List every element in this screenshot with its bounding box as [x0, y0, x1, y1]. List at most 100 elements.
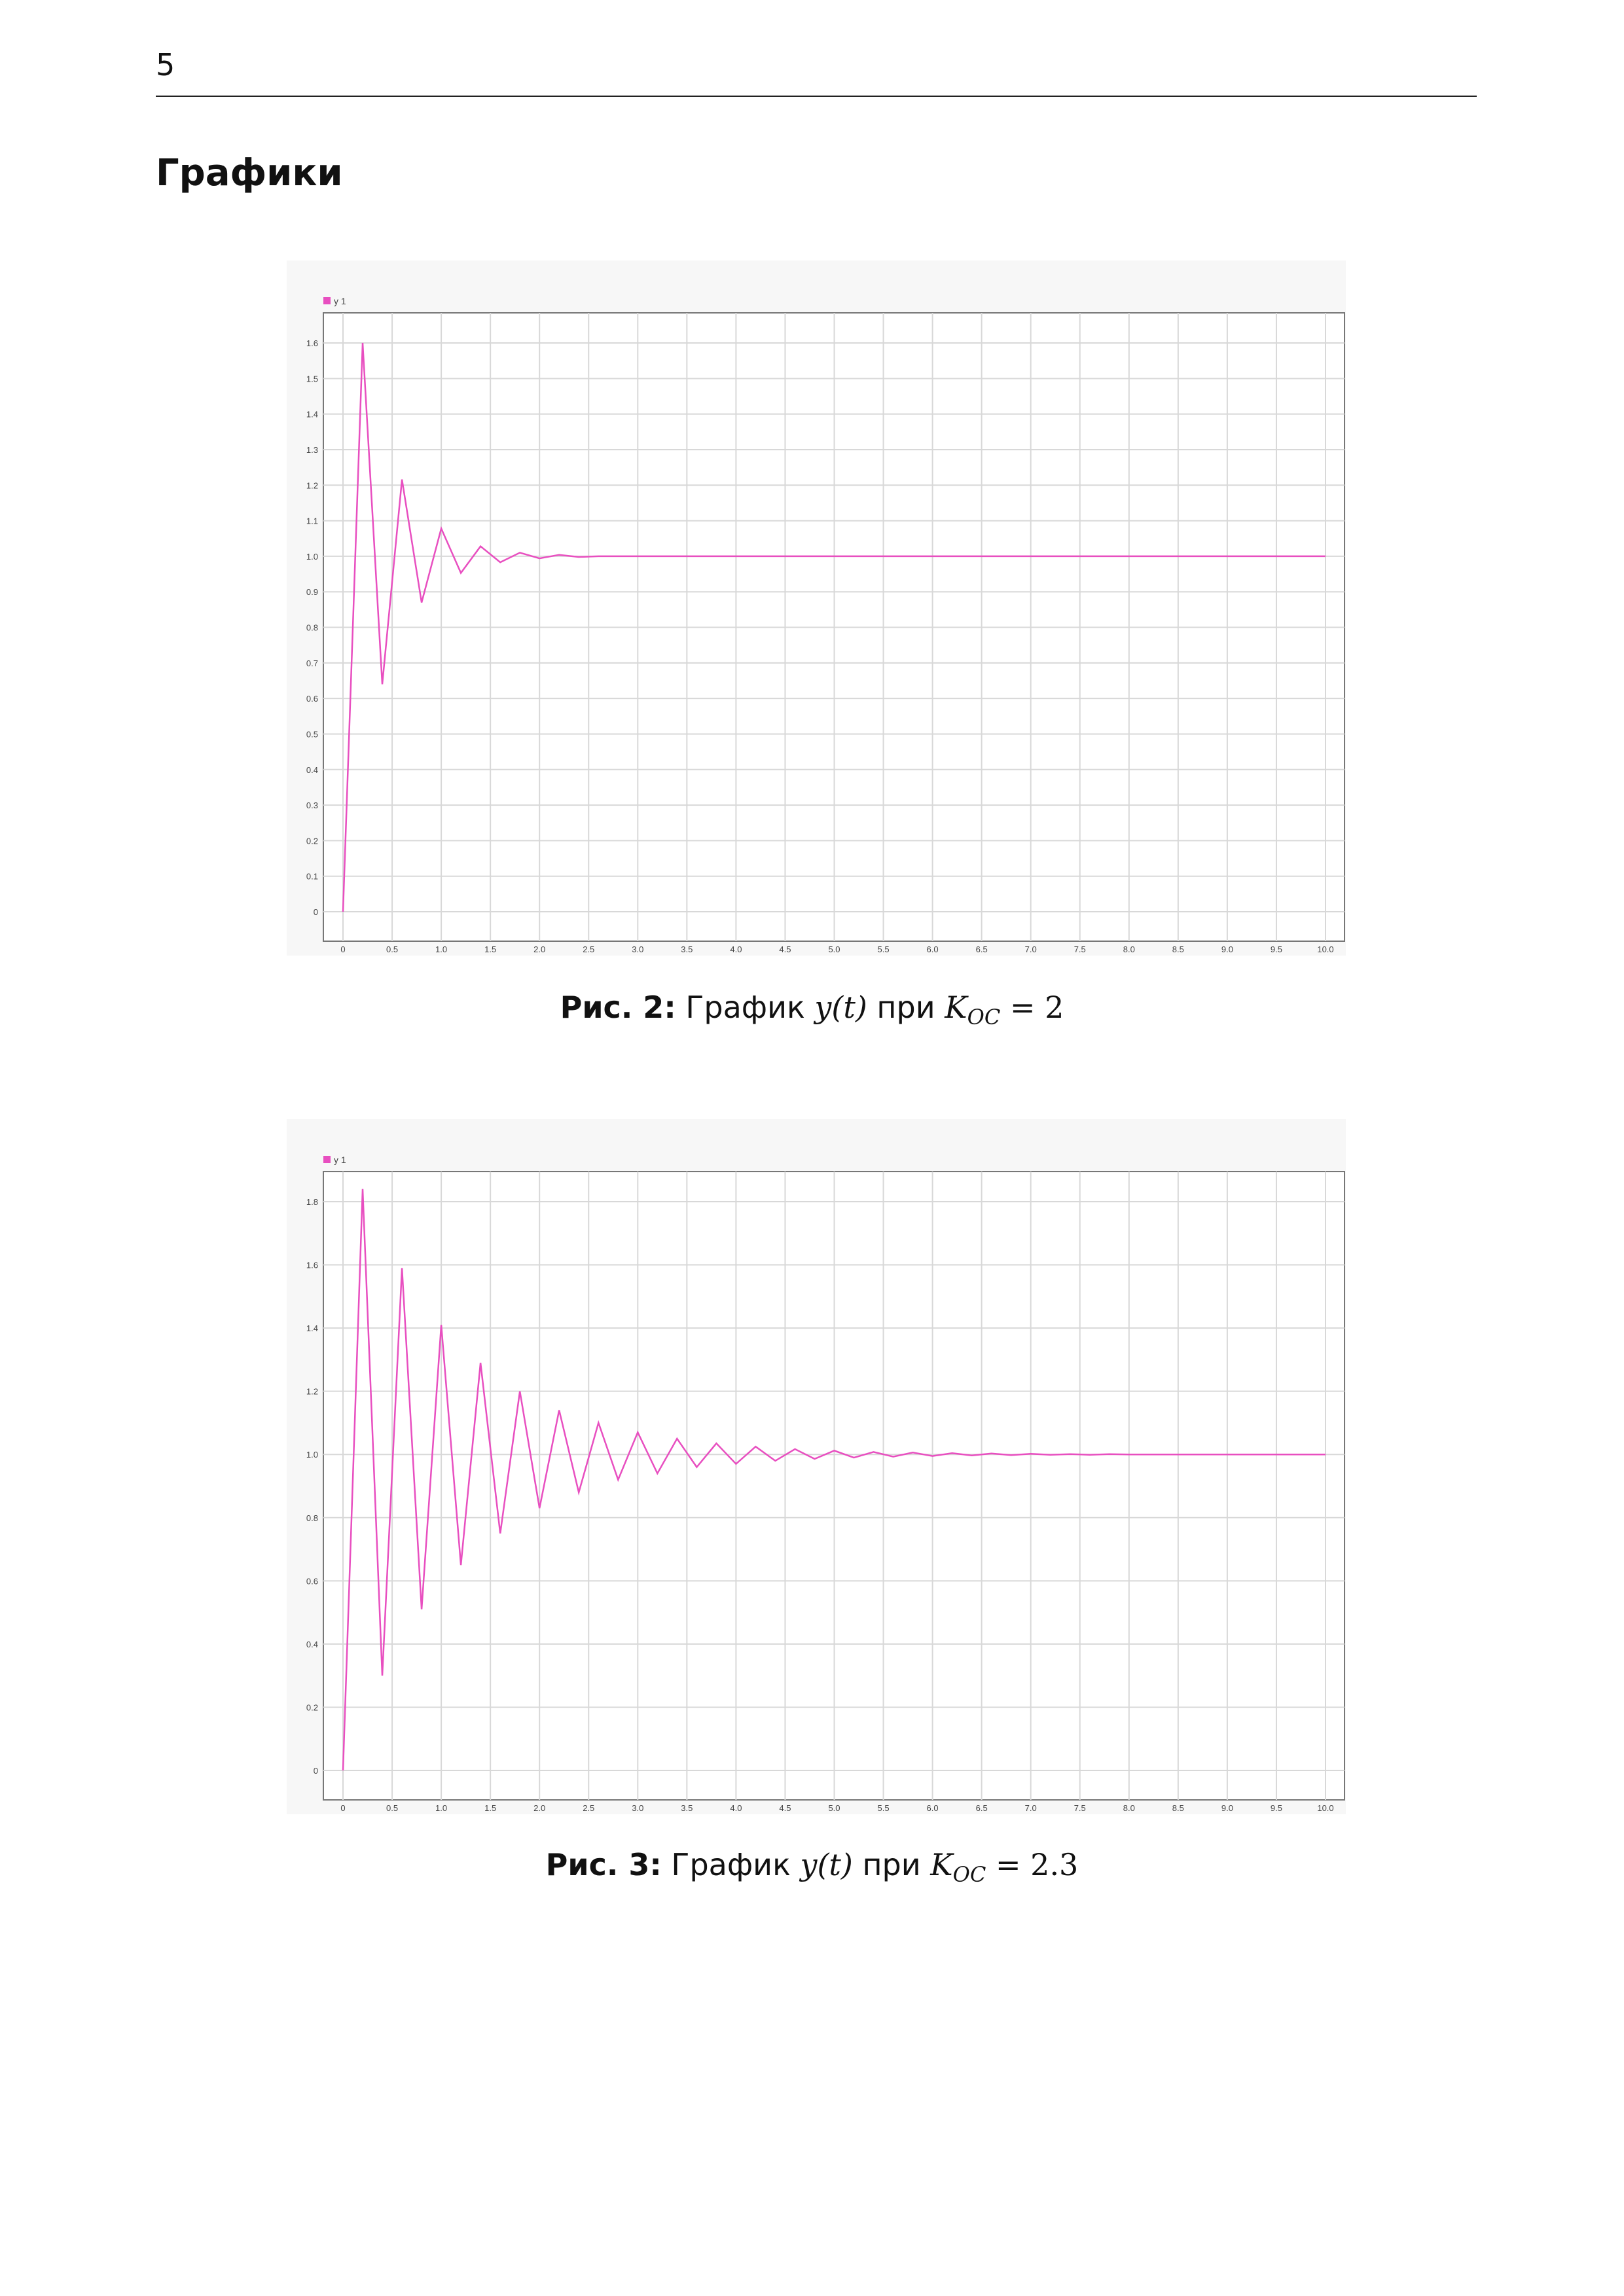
- caption-figure-3: Рис. 3: График y(t) при KOC = 2.3: [0, 1847, 1624, 1887]
- x-tick-label: 8.5: [1172, 1803, 1184, 1813]
- x-tick-label: 2.0: [533, 1803, 545, 1813]
- y-tick-label: 1.6: [306, 1261, 318, 1270]
- chart-3: 0 0.5 1.0 1.5 2.0 2.5 3.0 3.5 4.0 4.5 5.0 5.5 6.0 6.5…: [287, 1119, 1346, 1814]
- legend-label: y 1: [334, 296, 346, 306]
- y-tick-label: 0.8: [306, 1513, 318, 1523]
- x-tick-label: 1.0: [435, 1803, 447, 1813]
- x-tick-label: 1.5: [484, 1803, 496, 1813]
- x-tick-label: 5.5: [878, 944, 890, 954]
- x-tick-label: 2.5: [583, 944, 594, 954]
- x-tick-label: 7.5: [1074, 944, 1086, 954]
- figure-2: 0 0.5 1.0 1.5 2.0 2.5 3.0 3.5 4.0 4.5 5.0 5.5 6.0 6.5…: [287, 260, 1346, 956]
- y-tick-label: 1.5: [306, 374, 318, 384]
- caption-label: Рис. 2:: [560, 990, 676, 1025]
- x-tick-label: 0.5: [386, 1803, 398, 1813]
- caption-math-var: K: [945, 990, 967, 1025]
- y-tick-label: 1.0: [306, 1450, 318, 1460]
- x-tick-label: 2.5: [583, 1803, 594, 1813]
- y-tick-label: 0.6: [306, 1576, 318, 1586]
- x-tick-label: 8.0: [1123, 1803, 1135, 1813]
- x-tick-label: 9.5: [1271, 944, 1282, 954]
- x-tick-label: 6.0: [927, 944, 939, 954]
- x-tick-label: 10.0: [1317, 944, 1333, 954]
- x-tick-label: 0: [340, 1803, 345, 1813]
- legend-swatch: [323, 1156, 331, 1163]
- y-tick-label: 0: [314, 907, 318, 917]
- section-title: Графики: [156, 152, 343, 194]
- x-tick-label: 8.5: [1172, 944, 1184, 954]
- y-tick-label: 1.4: [306, 1323, 318, 1333]
- x-tick-label: 1.0: [435, 944, 447, 954]
- y-tick-label: 0.3: [306, 800, 318, 810]
- y-tick-label: 1.6: [306, 338, 318, 348]
- caption-math-func: y(t): [814, 990, 867, 1025]
- y-tick-label: 0.9: [306, 587, 318, 597]
- y-tick-label: 0.1: [306, 872, 318, 882]
- caption-word: при: [876, 990, 935, 1025]
- y-tick-label: 0.2: [306, 836, 318, 846]
- page-number: 5: [156, 47, 175, 82]
- x-tick-label: 9.5: [1271, 1803, 1282, 1813]
- y-tick-label: 1.0: [306, 552, 318, 562]
- caption-word: при: [862, 1847, 921, 1882]
- caption-text: График: [671, 1847, 791, 1882]
- x-tick-label: 3.0: [632, 944, 643, 954]
- x-tick-label: 7.5: [1074, 1803, 1086, 1813]
- x-tick-label: 5.5: [878, 1803, 890, 1813]
- header-rule: [156, 96, 1477, 97]
- caption-text: График: [685, 990, 805, 1025]
- x-tick-label: 10.0: [1317, 1803, 1333, 1813]
- figure-3: 0 0.5 1.0 1.5 2.0 2.5 3.0 3.5 4.0 4.5 5.0 5.5 6.0 6.5…: [287, 1119, 1346, 1814]
- caption-figure-2: Рис. 2: График y(t) при KOC = 2: [0, 990, 1624, 1030]
- y-tick-label: 0.4: [306, 1640, 318, 1649]
- legend-label: y 1: [334, 1155, 346, 1165]
- caption-math-sub: OC: [952, 1862, 986, 1888]
- x-tick-label: 6.5: [976, 1803, 988, 1813]
- caption-math-sub: OC: [967, 1005, 1001, 1030]
- caption-math-var: K: [930, 1847, 953, 1882]
- x-tick-label: 5.0: [828, 944, 840, 954]
- series-line-y1: [342, 1189, 1326, 1771]
- x-tick-label: 6.5: [976, 944, 988, 954]
- x-tick-label: 9.0: [1221, 944, 1233, 954]
- caption-value: 2.3: [1030, 1847, 1079, 1882]
- caption-eq: =: [996, 1847, 1021, 1882]
- y-tick-label: 1.3: [306, 445, 318, 455]
- x-tick-label: 6.0: [927, 1803, 939, 1813]
- x-tick-label: 2.0: [533, 944, 545, 954]
- x-tick-label: 3.5: [681, 944, 693, 954]
- x-tick-label: 0.5: [386, 944, 398, 954]
- x-tick-label: 3.0: [632, 1803, 643, 1813]
- x-tick-label: 0: [340, 944, 345, 954]
- caption-value: 2: [1045, 990, 1064, 1025]
- y-tick-label: 0: [314, 1766, 318, 1776]
- y-tick-label: 1.2: [306, 480, 318, 490]
- y-tick-label: 0.2: [306, 1702, 318, 1712]
- y-tick-label: 0.8: [306, 623, 318, 633]
- x-tick-label: 7.0: [1025, 1803, 1037, 1813]
- x-tick-label: 1.5: [484, 944, 496, 954]
- y-tick-label: 1.2: [306, 1387, 318, 1397]
- x-tick-label: 4.5: [779, 944, 791, 954]
- x-tick-label: 9.0: [1221, 1803, 1233, 1813]
- x-tick-label: 5.0: [828, 1803, 840, 1813]
- y-tick-label: 0.5: [306, 729, 318, 739]
- x-tick-label: 4.0: [730, 1803, 742, 1813]
- x-tick-label: 4.0: [730, 944, 742, 954]
- x-tick-label: 3.5: [681, 1803, 693, 1813]
- y-tick-label: 1.4: [306, 410, 318, 420]
- y-tick-label: 1.8: [306, 1197, 318, 1207]
- y-tick-label: 0.4: [306, 765, 318, 775]
- caption-math-func: y(t): [800, 1847, 853, 1882]
- x-tick-label: 4.5: [779, 1803, 791, 1813]
- chart-2: 0 0.5 1.0 1.5 2.0 2.5 3.0 3.5 4.0 4.5 5.0 5.5 6.0 6.5…: [287, 260, 1346, 956]
- y-tick-label: 0.7: [306, 658, 318, 668]
- x-tick-label: 7.0: [1025, 944, 1037, 954]
- caption-eq: =: [1009, 990, 1036, 1025]
- y-tick-label: 0.6: [306, 694, 318, 704]
- y-tick-label: 1.1: [306, 516, 318, 526]
- x-tick-label: 8.0: [1123, 944, 1135, 954]
- legend-swatch: [323, 297, 331, 304]
- caption-label: Рис. 3:: [545, 1847, 662, 1882]
